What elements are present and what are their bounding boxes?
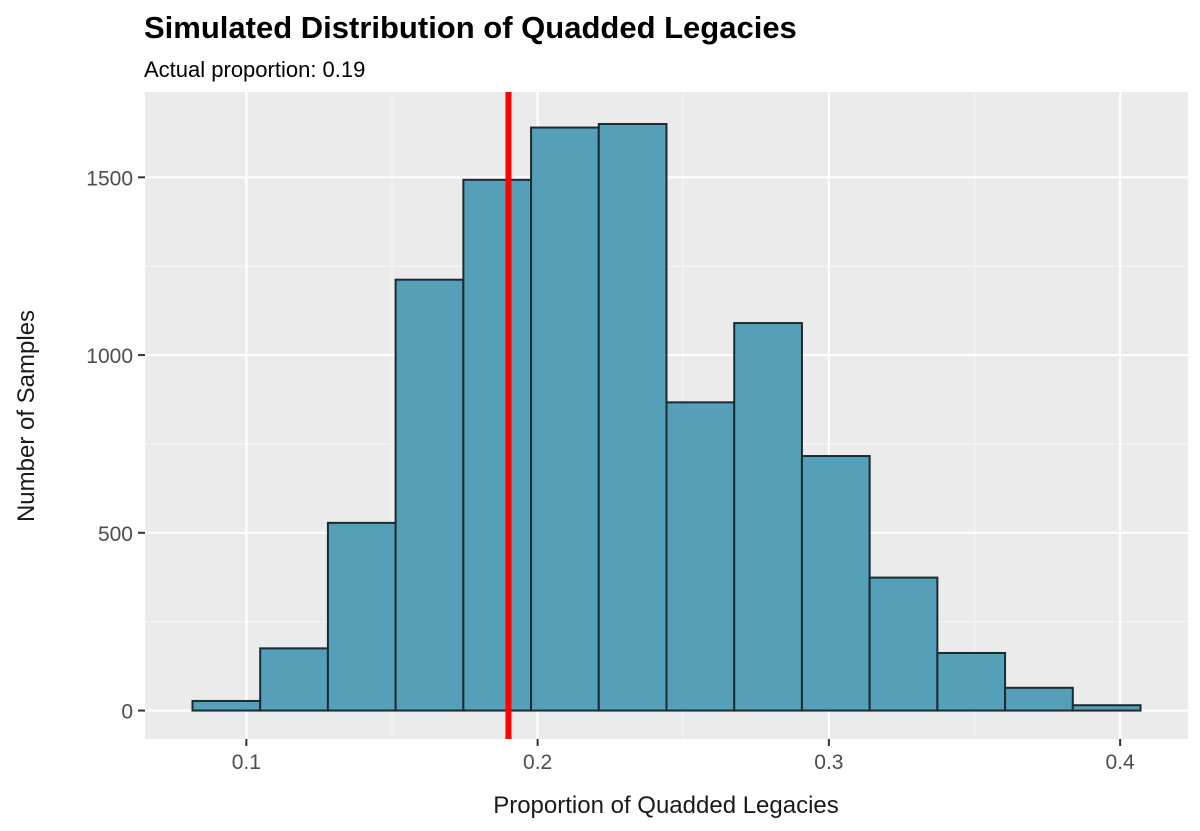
x-axis-title: Proportion of Quadded Legacies (493, 792, 839, 819)
histogram-bar (597, 122, 668, 712)
histogram-bar (1071, 704, 1142, 712)
histogram-bar (936, 651, 1007, 712)
y-axis-title: Number of Samples (13, 310, 40, 522)
histogram-bar (462, 178, 533, 712)
histogram-bar (191, 699, 262, 712)
chart-subtitle: Actual proportion: 0.19 (144, 57, 365, 82)
histogram-bar (530, 126, 600, 712)
x-tick-label: 0.3 (814, 751, 843, 774)
y-tick-label: 1000 (86, 345, 133, 368)
y-tick-label: 1500 (86, 167, 133, 190)
histogram-bar (868, 576, 939, 712)
x-tick-label: 0.2 (523, 751, 552, 774)
chart-title: Simulated Distribution of Quadded Legaci… (144, 10, 797, 45)
histogram-bars (191, 122, 1142, 712)
y-tick-label: 0 (121, 701, 133, 724)
histogram-bar (1004, 686, 1074, 712)
histogram-bar (394, 278, 465, 712)
histogram-bar (733, 322, 803, 712)
x-tick-label: 0.1 (232, 751, 261, 774)
histogram-bar (259, 647, 329, 712)
x-axis-ticks: 0.1 0.2 0.3 0.4 (232, 739, 1135, 774)
histogram-bar (665, 401, 736, 712)
x-tick-label: 0.4 (1106, 751, 1136, 774)
histogram-bar (800, 455, 871, 712)
y-tick-label: 500 (98, 523, 133, 546)
y-axis-ticks: 0 500 1000 1500 (86, 167, 145, 724)
histogram-bar (326, 521, 397, 712)
